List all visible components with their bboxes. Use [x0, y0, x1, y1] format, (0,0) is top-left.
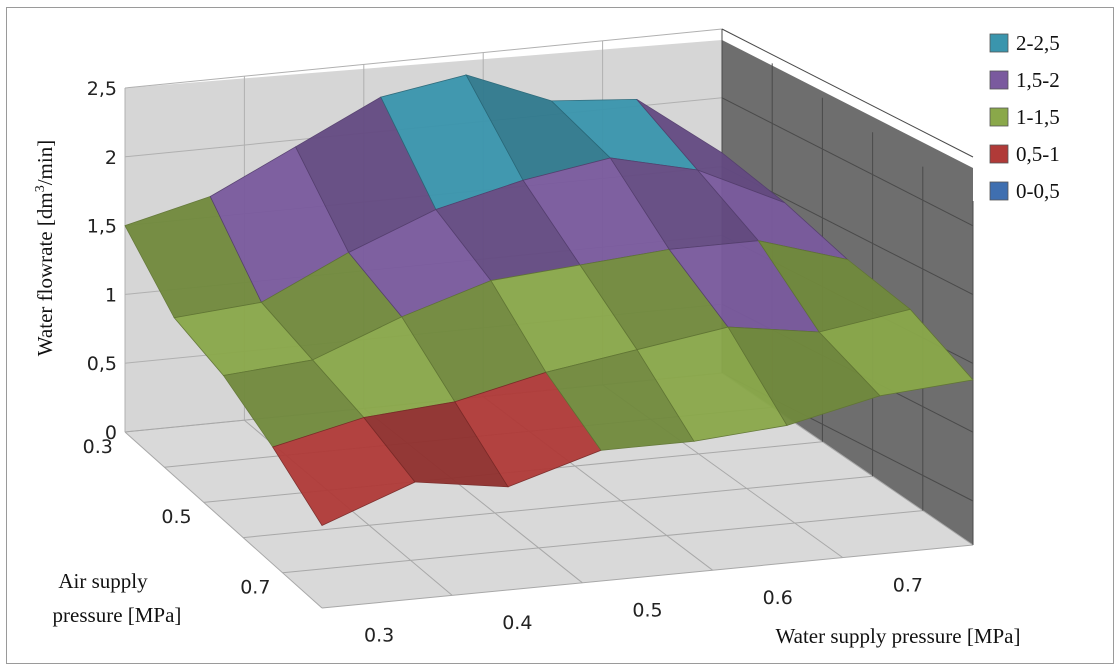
side-wall-gridline — [721, 97, 974, 227]
x-tick-label: 0.7 — [893, 574, 923, 596]
legend-label: 1-1,5 — [1016, 105, 1060, 129]
x-axis-title: Water supply pressure [MPa] — [776, 624, 1021, 648]
z-tick-label: 2 — [105, 147, 117, 169]
y-tick-label: 0.3 — [83, 436, 113, 458]
floor-gridline — [321, 544, 974, 609]
z-axis-title: Water flowrate [dm3/min] — [33, 140, 57, 356]
y-axis-title-line2: pressure [MPa] — [53, 603, 182, 627]
z-tick-label: 0 — [105, 422, 117, 444]
x-tick-label: 0.4 — [502, 612, 532, 634]
surface — [124, 74, 974, 526]
legend: 2-2,5 1,5-2 1-1,5 0,5-1 0-0,5 — [989, 31, 1060, 203]
z-tick-label: 1,5 — [87, 216, 117, 238]
z-tick-label: 2,5 — [87, 78, 117, 100]
surface-patch — [818, 308, 974, 397]
legend-swatch — [989, 33, 1009, 53]
legend-label: 0,5-1 — [1016, 142, 1060, 166]
x-tick-label: 0.6 — [763, 587, 793, 609]
y-tick-label: 0.7 — [240, 577, 270, 599]
legend-label: 1,5-2 — [1016, 68, 1060, 92]
y-tick-label: 0.5 — [161, 506, 191, 528]
floor-gridline — [124, 431, 323, 609]
z-tick-label: 1 — [105, 284, 117, 306]
floor-gridline — [243, 475, 873, 539]
legend-label: 0-0,5 — [1016, 179, 1060, 203]
x-axis-ticks: 0.3 0.4 0.5 0.6 0.7 — [364, 574, 923, 646]
legend-swatch — [989, 107, 1009, 127]
legend-swatch — [989, 181, 1009, 201]
floor-gridline — [282, 510, 923, 574]
z-axis-title-tail: /min] — [33, 140, 57, 186]
y-axis-ticks: 0.3 0.5 0.7 — [83, 436, 271, 599]
z-axis-ticks: 0 0,5 1 1,5 2 2,5 — [87, 78, 117, 444]
y-axis-title-line1: Air supply — [58, 569, 148, 593]
side-wall-gridline — [721, 28, 974, 158]
back-wall-gridline — [124, 28, 723, 89]
z-tick-label: 0,5 — [87, 353, 117, 375]
x-tick-label: 0.5 — [632, 600, 662, 622]
x-tick-label: 0.3 — [364, 625, 394, 647]
z-axis-title-sup: 3 — [33, 185, 48, 192]
legend-swatch — [989, 70, 1009, 90]
legend-label: 2-2,5 — [1016, 31, 1060, 55]
z-axis-title-main: Water flowrate [dm — [33, 192, 57, 356]
legend-swatch — [989, 144, 1009, 164]
